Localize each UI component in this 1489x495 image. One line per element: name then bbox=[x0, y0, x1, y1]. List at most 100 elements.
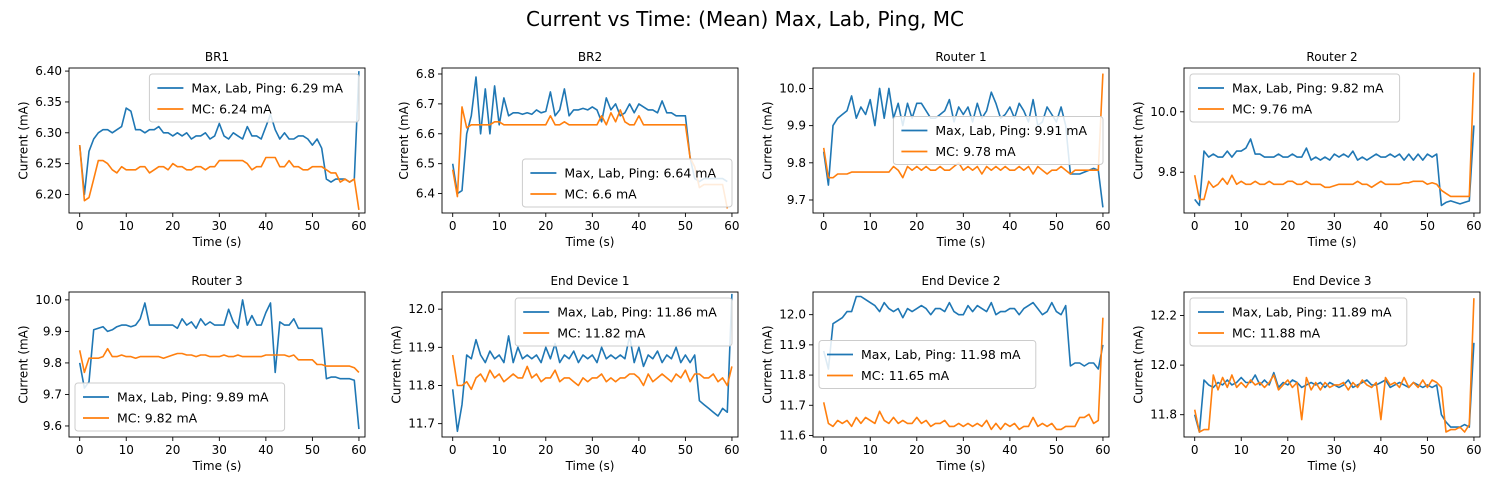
subplot-7: End Device 2 0 10 20 30 40 50 60 Time (s) 11.6 11.… bbox=[760, 274, 1110, 473]
subplot-5: Router 3 0 10 20 30 40 50 60 Time (s) 9.6 9.7 9.8 9.… bbox=[16, 274, 366, 473]
y-tick-label: 9.8 bbox=[1158, 165, 1177, 179]
y-tick-label: 9.7 bbox=[43, 387, 62, 401]
y-tick-label: 11.9 bbox=[779, 338, 806, 352]
x-axis-label: Time (s) bbox=[1307, 235, 1357, 249]
x-tick-label: 10 bbox=[492, 219, 507, 233]
y-tick-label: 6.7 bbox=[416, 97, 435, 111]
subplot-2: BR2 0 10 20 30 40 50 60 Time (s) 6.4 6.5 6.6 6.7 6.8 C… bbox=[397, 50, 740, 249]
legend-box bbox=[148, 73, 360, 123]
x-tick-label: 30 bbox=[585, 219, 600, 233]
subplot-6: End Device 1 0 10 20 30 40 50 60 Time (s) 11.7 11.… bbox=[389, 274, 739, 473]
series-line-2 bbox=[78, 145, 360, 211]
x-tick-label: 10 bbox=[119, 443, 134, 457]
x-tick-label: 40 bbox=[631, 443, 646, 457]
y-tick-label: 11.8 bbox=[408, 378, 435, 392]
series-line-1 bbox=[822, 295, 1104, 370]
legend-label-1: Max, Lab, Ping: 9.91 mA bbox=[935, 123, 1087, 138]
x-tick-label: 60 bbox=[1095, 443, 1110, 457]
y-tick-label: 6.30 bbox=[35, 126, 62, 140]
x-axis-label: Time (s) bbox=[936, 459, 986, 473]
x-tick-label: 50 bbox=[1420, 219, 1435, 233]
x-tick-label: 20 bbox=[165, 219, 180, 233]
series-line-2 bbox=[78, 347, 360, 374]
y-tick-label: 9.7 bbox=[787, 193, 806, 207]
legend-label-2: MC: 6.24 mA bbox=[191, 102, 272, 117]
x-tick-label: 0 bbox=[449, 443, 457, 457]
legend: Max, Lab, Ping: 9.89 mA MC: 9.82 mA bbox=[74, 382, 286, 432]
axes-frame bbox=[1183, 67, 1481, 214]
axes-frame bbox=[1183, 291, 1481, 438]
series-line-1 bbox=[451, 76, 728, 195]
y-axis-label: Current (mA) bbox=[16, 101, 30, 179]
legend: Max, Lab, Ping: 11.89 mA MC: 11.88 mA bbox=[1189, 297, 1408, 347]
x-tick-label: 50 bbox=[1049, 219, 1064, 233]
legend-label-2: MC: 9.78 mA bbox=[935, 144, 1016, 159]
y-axis-label: Current (mA) bbox=[760, 325, 774, 403]
x-tick-label: 0 bbox=[1191, 443, 1199, 457]
series-line-2 bbox=[822, 317, 1104, 431]
x-tick-label: 20 bbox=[538, 443, 553, 457]
series-line-1 bbox=[1194, 125, 1475, 207]
legend-box bbox=[514, 297, 733, 347]
y-tick-label: 9.9 bbox=[787, 119, 806, 133]
x-tick-label: 20 bbox=[909, 443, 924, 457]
x-axis-label: Time (s) bbox=[565, 459, 615, 473]
y-tick-label: 12.0 bbox=[1150, 358, 1177, 372]
x-tick-label: 10 bbox=[119, 219, 134, 233]
x-tick-label: 0 bbox=[1191, 219, 1199, 233]
legend: Max, Lab, Ping: 9.82 mA MC: 9.76 mA bbox=[1189, 73, 1401, 123]
x-tick-label: 20 bbox=[165, 443, 180, 457]
subplot-title: End Device 1 bbox=[550, 274, 629, 288]
y-tick-label: 11.7 bbox=[408, 417, 435, 431]
legend-label-2: MC: 9.82 mA bbox=[117, 411, 198, 426]
x-tick-label: 60 bbox=[351, 443, 366, 457]
legend-label-1: Max, Lab, Ping: 9.82 mA bbox=[1232, 81, 1384, 96]
x-tick-label: 0 bbox=[820, 443, 828, 457]
y-axis-label: Current (mA) bbox=[397, 101, 411, 179]
x-tick-label: 40 bbox=[258, 443, 273, 457]
subplot-title: BR2 bbox=[578, 50, 602, 64]
legend-box bbox=[1189, 297, 1408, 347]
subplot-title: End Device 3 bbox=[1292, 274, 1371, 288]
series-line-2 bbox=[822, 73, 1104, 179]
x-axis-label: Time (s) bbox=[192, 459, 242, 473]
legend-box bbox=[818, 340, 1037, 389]
axes-frame bbox=[441, 291, 739, 438]
x-tick-label: 50 bbox=[1049, 443, 1064, 457]
y-tick-label: 6.6 bbox=[416, 127, 435, 141]
x-axis-label: Time (s) bbox=[1307, 459, 1357, 473]
subplot-8: End Device 3 0 10 20 30 40 50 60 Time (s) 11.8 12.… bbox=[1131, 274, 1481, 473]
x-tick-label: 10 bbox=[863, 443, 878, 457]
subplot-title: Router 1 bbox=[935, 50, 986, 64]
y-axis-label: Current (mA) bbox=[389, 325, 403, 403]
legend: Max, Lab, Ping: 6.29 mA MC: 6.24 mA bbox=[148, 73, 360, 123]
x-tick-label: 30 bbox=[212, 219, 227, 233]
x-tick-label: 20 bbox=[538, 219, 553, 233]
x-tick-label: 30 bbox=[1327, 443, 1342, 457]
y-tick-label: 6.35 bbox=[35, 95, 62, 109]
subplot-title: End Device 2 bbox=[921, 274, 1000, 288]
y-tick-label: 10.0 bbox=[1150, 105, 1177, 119]
x-tick-label: 40 bbox=[1002, 219, 1017, 233]
x-axis-label: Time (s) bbox=[936, 235, 986, 249]
y-tick-label: 9.6 bbox=[43, 419, 62, 433]
x-tick-label: 30 bbox=[585, 443, 600, 457]
axes-frame bbox=[812, 291, 1110, 438]
series-line-2 bbox=[1193, 298, 1475, 433]
x-tick-label: 60 bbox=[724, 443, 739, 457]
legend-label-1: Max, Lab, Ping: 11.86 mA bbox=[557, 305, 717, 320]
legend-label-2: MC: 11.88 mA bbox=[1232, 326, 1321, 341]
y-tick-label: 9.8 bbox=[43, 356, 62, 370]
y-tick-label: 10.0 bbox=[779, 81, 806, 95]
y-axis-label: Current (mA) bbox=[16, 325, 30, 403]
series-line-1 bbox=[78, 299, 360, 430]
axes-frame bbox=[68, 67, 366, 214]
y-tick-label: 11.6 bbox=[779, 428, 806, 442]
y-tick-label: 10.0 bbox=[35, 293, 62, 307]
subplot-title: Router 2 bbox=[1306, 50, 1357, 64]
legend-label-1: Max, Lab, Ping: 6.29 mA bbox=[191, 81, 343, 96]
legend: Max, Lab, Ping: 6.64 mA MC: 6.6 mA bbox=[521, 158, 733, 208]
subplot-grid: BR1 0 10 20 30 40 50 60 Time (s) 6.20 6.25 6.30 6.35… bbox=[16, 50, 1481, 473]
y-tick-label: 6.25 bbox=[35, 157, 62, 171]
y-tick-label: 6.5 bbox=[416, 157, 435, 171]
